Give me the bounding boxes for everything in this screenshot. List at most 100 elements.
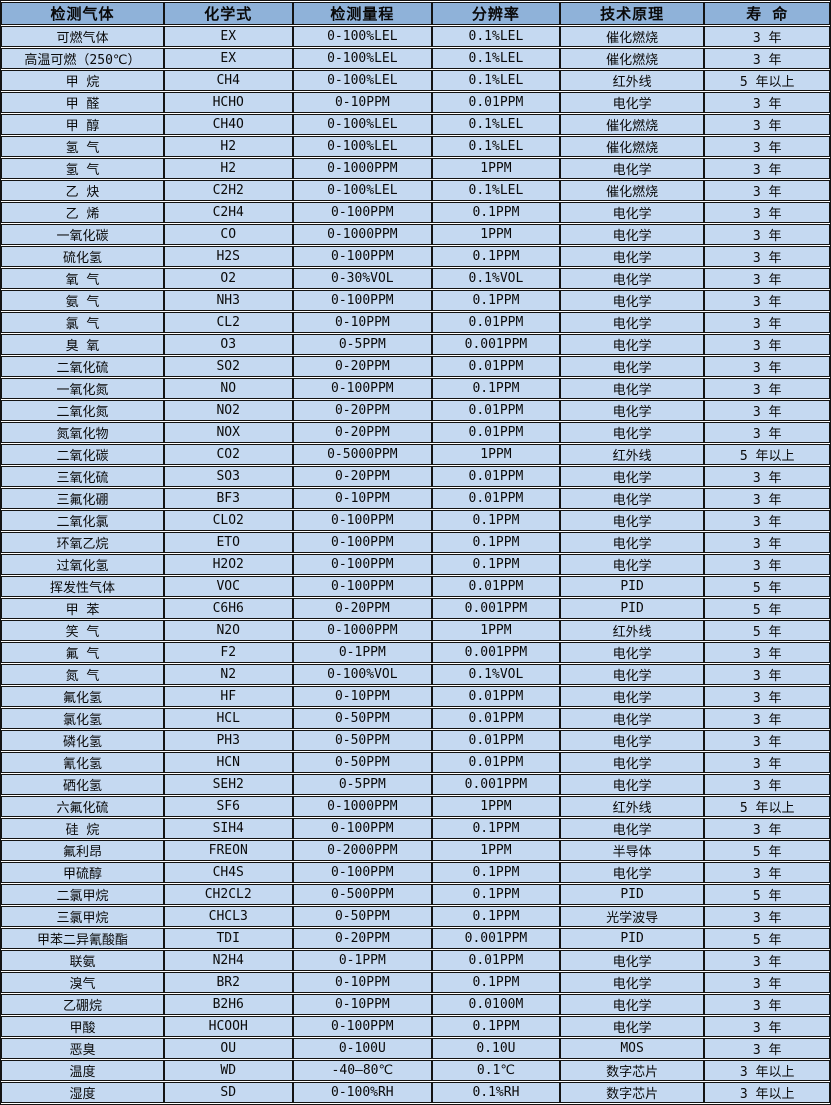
cell-range: 0-20PPM [292,466,433,487]
cell-principle: 电化学 [559,488,705,509]
cell-range: 0-20PPM [292,422,433,443]
cell-range: 0-20PPM [292,356,433,377]
cell-resolution: 0.1%RH [432,1082,560,1103]
cell-lifespan: 5 年以上 [704,796,830,817]
cell-gas: 联氨 [1,950,164,971]
table-row: 氟化氢 HF 0-10PPM 0.01PPM 电化学 3 年 [1,686,830,707]
cell-resolution: 0.1℃ [432,1060,560,1081]
cell-formula: HCN [163,752,293,773]
cell-gas: 六氟化硫 [1,796,164,817]
cell-resolution: 0.1PPM [432,378,560,399]
cell-formula: EX [163,48,293,69]
header-row: 检测气体 化学式 检测量程 分辨率 技术原理寿 命 [1,2,830,25]
cell-lifespan: 3 年 [704,1016,830,1037]
table-row: 氢 气 H2 0-1000PPM 1PPM 电化学 3 年 [1,158,830,179]
table-row: 三氧化硫 SO3 0-20PPM 0.01PPM 电化学 3 年 [1,466,830,487]
cell-gas: 溴气 [1,972,164,993]
cell-principle: 半导体 [559,840,705,861]
cell-resolution: 0.1PPM [432,906,560,927]
cell-lifespan: 3 年 [704,290,830,311]
cell-lifespan: 5 年 [704,840,830,861]
cell-lifespan: 3 年 [704,334,830,355]
cell-lifespan: 3 年 [704,708,830,729]
table-row: 可燃气体 EX 0-100%LEL 0.1%LEL 催化燃烧 3 年 [1,26,830,47]
cell-range: 0-10PPM [292,686,433,707]
cell-principle: 电化学 [559,972,705,993]
cell-gas: 可燃气体 [1,26,164,47]
cell-gas: 氮 气 [1,664,164,685]
cell-range: 0-500PPM [292,884,433,905]
table-row: 氮氧化物 NOX 0-20PPM 0.01PPM 电化学 3 年 [1,422,830,443]
cell-range: 0-100%LEL [292,70,433,91]
cell-range: 0-1PPM [292,642,433,663]
cell-range: 0-10PPM [292,92,433,113]
column-header-gas: 检测气体 [1,2,164,25]
cell-resolution: 0.1PPM [432,1016,560,1037]
cell-range: 0-100%LEL [292,48,433,69]
cell-principle: 电化学 [559,202,705,223]
cell-lifespan: 3 年 [704,136,830,157]
cell-range: 0-2000PPM [292,840,433,861]
cell-lifespan: 3 年 [704,972,830,993]
cell-formula: SEH2 [163,774,293,795]
cell-gas: 硫化氢 [1,246,164,267]
cell-gas: 氰化氢 [1,752,164,773]
cell-principle: PID [559,598,705,619]
cell-resolution: 0.01PPM [432,576,560,597]
cell-range: 0-20PPM [292,598,433,619]
cell-formula: F2 [163,642,293,663]
table-row: 湿度 SD 0-100%RH 0.1%RH 数字芯片 3 年以上 [1,1082,830,1103]
cell-gas: 氟化氢 [1,686,164,707]
cell-formula: TDI [163,928,293,949]
cell-lifespan: 3 年 [704,862,830,883]
cell-resolution: 0.01PPM [432,686,560,707]
table-row: 六氟化硫 SF6 0-1000PPM 1PPM 红外线 5 年以上 [1,796,830,817]
cell-range: 0-50PPM [292,708,433,729]
table-row: 二氧化氯 CLO2 0-100PPM 0.1PPM 电化学 3 年 [1,510,830,531]
cell-lifespan: 3 年 [704,488,830,509]
cell-range: 0-50PPM [292,730,433,751]
cell-principle: 电化学 [559,268,705,289]
cell-resolution: 0.01PPM [432,92,560,113]
cell-principle: PID [559,576,705,597]
cell-lifespan: 3 年 [704,774,830,795]
table-row: 甲 苯 C6H6 0-20PPM 0.001PPM PID 5 年 [1,598,830,619]
cell-resolution: 1PPM [432,796,560,817]
cell-range: 0-100%LEL [292,26,433,47]
cell-range: 0-100PPM [292,532,433,553]
cell-principle: PID [559,928,705,949]
cell-resolution: 0.1PPM [432,510,560,531]
cell-gas: 三氟化硼 [1,488,164,509]
cell-principle: 电化学 [559,224,705,245]
cell-formula: SO3 [163,466,293,487]
cell-lifespan: 3 年 [704,202,830,223]
cell-principle: 电化学 [559,290,705,311]
cell-lifespan: 3 年 [704,224,830,245]
table-row: 二氧化碳 CO2 0-5000PPM 1PPM 红外线 5 年以上 [1,444,830,465]
table-row: 挥发性气体 VOC 0-100PPM 0.01PPM PID 5 年 [1,576,830,597]
table-row: 甲酸 HCOOH 0-100PPM 0.1PPM 电化学 3 年 [1,1016,830,1037]
cell-principle: 电化学 [559,92,705,113]
cell-principle: 催化燃烧 [559,48,705,69]
cell-gas: 甲 醛 [1,92,164,113]
cell-lifespan: 3 年 [704,532,830,553]
cell-principle: 红外线 [559,620,705,641]
cell-range: 0-100%LEL [292,136,433,157]
table-row: 甲 醛 HCHO 0-10PPM 0.01PPM 电化学 3 年 [1,92,830,113]
cell-range: 0-50PPM [292,906,433,927]
cell-principle: 红外线 [559,796,705,817]
cell-resolution: 0.1PPM [432,246,560,267]
cell-formula: HCHO [163,92,293,113]
cell-formula: BR2 [163,972,293,993]
cell-lifespan: 3 年 [704,730,830,751]
table-row: 氰化氢 HCN 0-50PPM 0.01PPM 电化学 3 年 [1,752,830,773]
cell-gas: 硅 烷 [1,818,164,839]
cell-resolution: 0.10U [432,1038,560,1059]
cell-range: 0-1000PPM [292,224,433,245]
cell-range: 0-100%LEL [292,180,433,201]
cell-range: 0-5PPM [292,774,433,795]
cell-range: 0-1PPM [292,950,433,971]
cell-principle: 电化学 [559,312,705,333]
cell-principle: 电化学 [559,686,705,707]
